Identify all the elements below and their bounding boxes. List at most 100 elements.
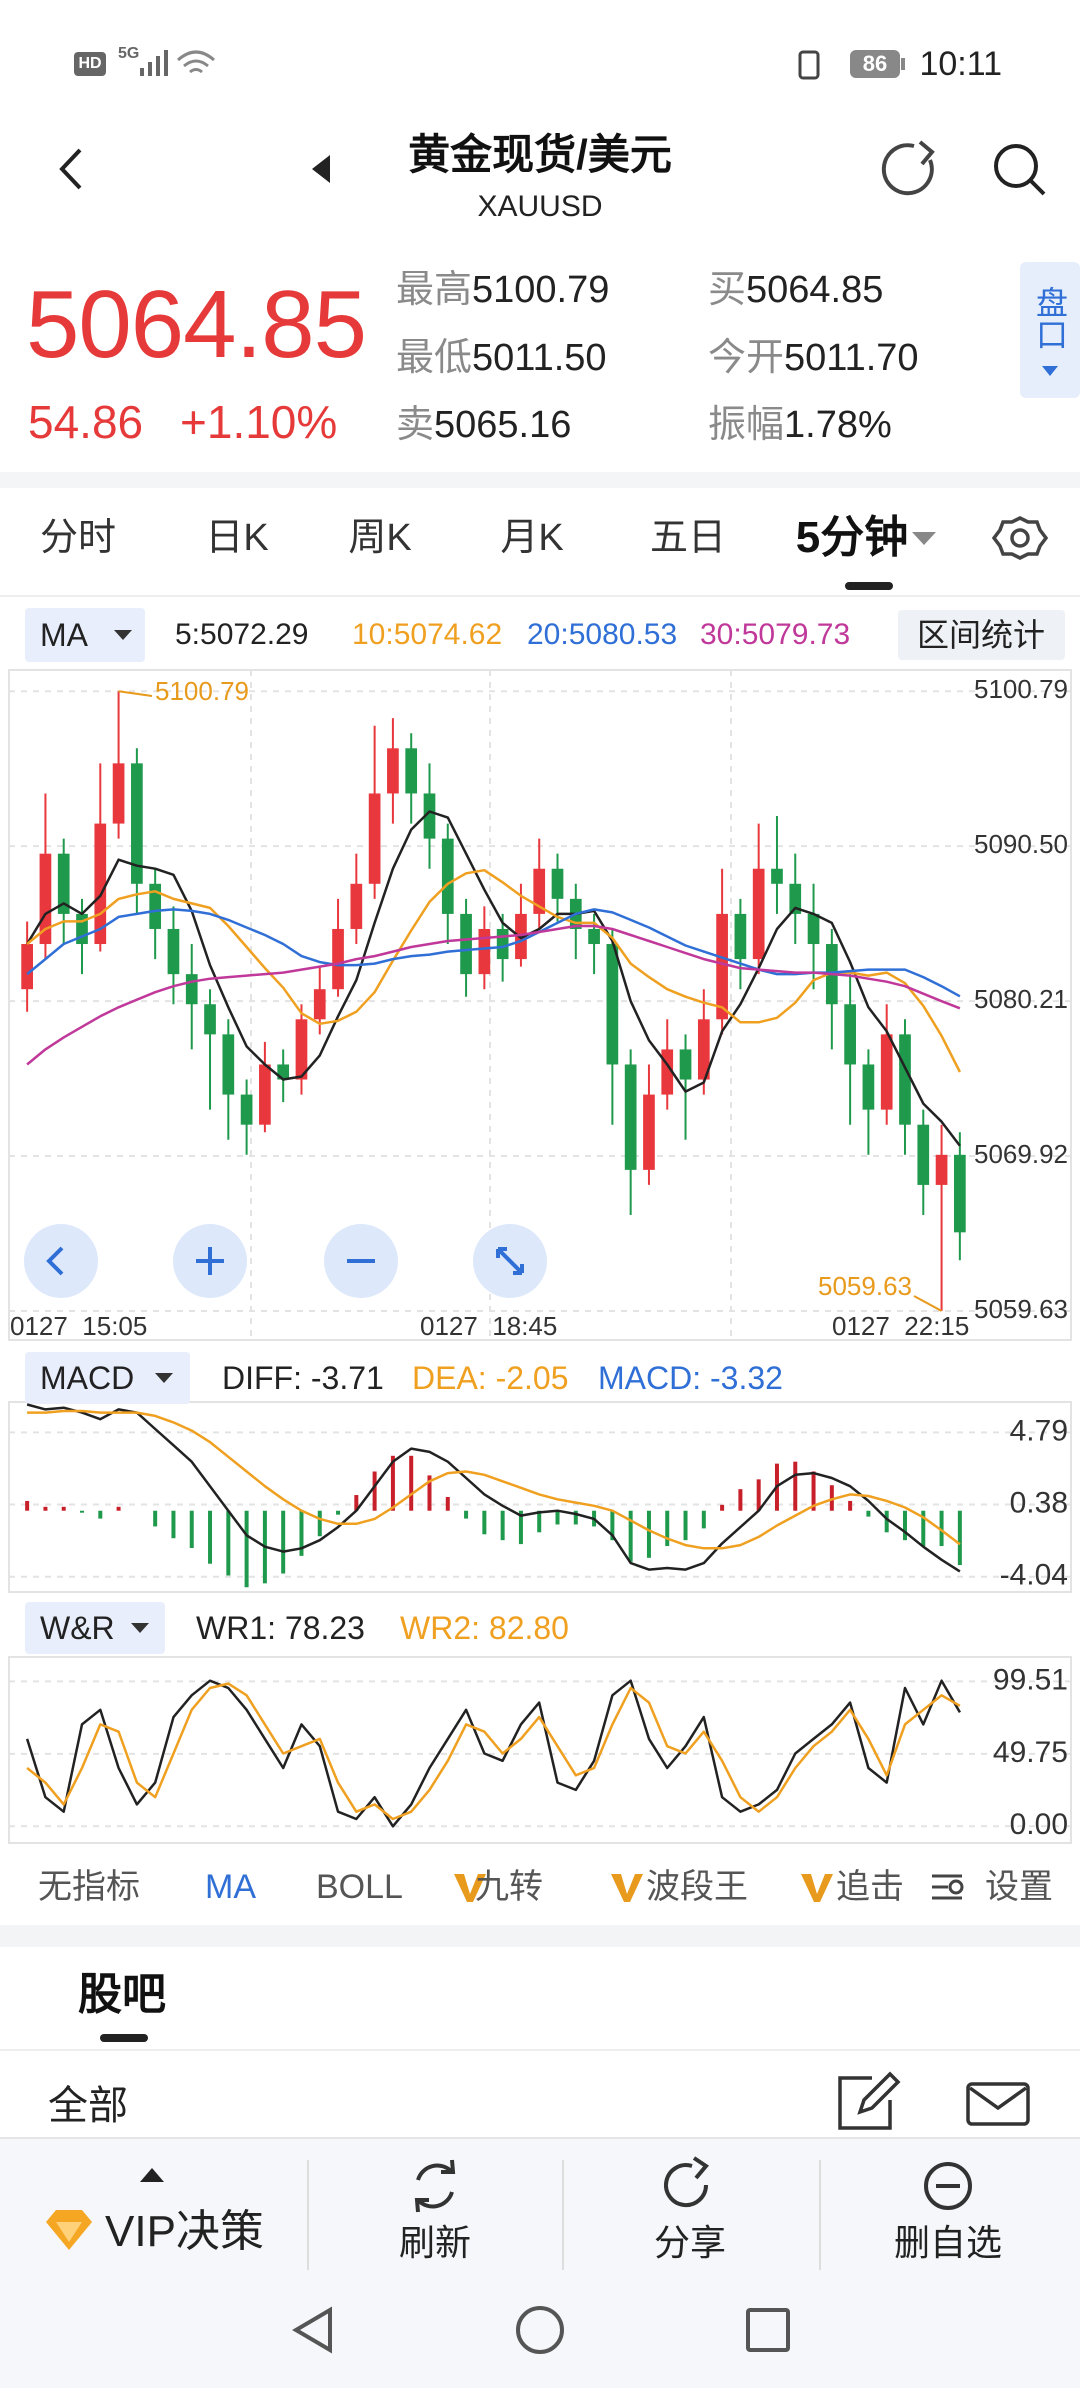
macd-bar: [482, 1510, 487, 1535]
candle-body: [533, 868, 546, 914]
remove-icon[interactable]: [924, 2162, 972, 2210]
period-tab[interactable]: 五日: [649, 517, 727, 559]
stat-label: 最高: [396, 269, 473, 311]
indicator-selector[interactable]: W&R: [40, 1610, 115, 1646]
scroll-left-button[interactable]: [24, 1224, 98, 1298]
zoom-out-button[interactable]: [324, 1224, 398, 1298]
macd-bar: [409, 1455, 414, 1511]
macd-bar: [427, 1475, 432, 1511]
candle-body: [167, 928, 180, 975]
ma-value: 5:5072.29: [175, 618, 309, 651]
indicator-tab[interactable]: 无指标: [38, 1868, 140, 1906]
period-tab[interactable]: 月K: [500, 517, 564, 559]
mail-icon[interactable]: [966, 2082, 1030, 2126]
candle-body: [661, 1049, 674, 1095]
candle-body: [478, 928, 491, 975]
candle-body: [789, 883, 802, 914]
forum-filter[interactable]: 全部: [48, 2084, 128, 2128]
macd-bar: [683, 1510, 688, 1541]
candle-body: [460, 913, 472, 975]
forum-underline: [100, 2034, 148, 2042]
stat-value: 5065.16: [434, 404, 572, 446]
candle-body: [917, 1124, 930, 1185]
y-tick-label: 5090.50: [974, 829, 1068, 859]
fullscreen-button[interactable]: [473, 1224, 547, 1298]
refresh-icon[interactable]: [881, 140, 935, 196]
separator: [0, 472, 1080, 488]
macd-bar: [665, 1510, 670, 1547]
macd-selector-bg[interactable]: [25, 1352, 190, 1404]
indicator-tab[interactable]: MA: [205, 1868, 256, 1906]
ma-selector[interactable]: MA: [40, 617, 88, 653]
depth-button[interactable]: 盘口: [1032, 286, 1068, 350]
bottom-action[interactable]: VIP决策: [105, 2207, 264, 2256]
active-tab-underline: [845, 582, 893, 590]
time-grid: [250, 670, 732, 1340]
prev-symbol[interactable]: [312, 155, 330, 183]
period-tab[interactable]: 周K: [348, 517, 412, 559]
macd-bar: [811, 1471, 816, 1511]
line: [26, 1682, 961, 1821]
network-label: 5G: [118, 45, 140, 62]
period-tab[interactable]: 日K: [205, 517, 269, 559]
settings-icon[interactable]: [991, 516, 1049, 560]
title: 黄金现货/美元: [408, 131, 672, 178]
candle-body: [643, 1094, 655, 1170]
macd-bar: [573, 1510, 578, 1525]
battery-tip: [901, 58, 905, 70]
range-button[interactable]: 区间统计: [916, 617, 1046, 653]
macd-bar: [518, 1510, 523, 1545]
candle-body: [551, 868, 564, 899]
period-dropdown[interactable]: [912, 532, 936, 545]
candle-body: [441, 838, 454, 914]
bottom-action[interactable]: 删自选: [893, 2222, 1003, 2263]
candle-body: [405, 748, 418, 794]
candle-body: [588, 928, 600, 945]
period-tab[interactable]: 5分钟: [795, 513, 909, 562]
signal-icon: [140, 50, 168, 76]
candle-body: [880, 1034, 893, 1110]
bottom-bar: [0, 2138, 1080, 2388]
nav-home[interactable]: [516, 2306, 564, 2354]
period-tab[interactable]: 分时: [39, 517, 117, 559]
wr-selector-bg[interactable]: [25, 1602, 165, 1654]
macd-bar: [153, 1510, 158, 1527]
zoom-in-button[interactable]: [173, 1224, 247, 1298]
ma-selector-bg[interactable]: [25, 608, 145, 662]
nav-back[interactable]: [292, 2306, 332, 2354]
candle-body: [76, 913, 88, 945]
macd-bar: [208, 1510, 213, 1564]
indicator-tab[interactable]: 九转: [475, 1868, 543, 1906]
macd-frame: [8, 1401, 1072, 1593]
candle-body: [259, 1064, 271, 1125]
nav-recents[interactable]: [746, 2308, 790, 2352]
indicator-tab[interactable]: 波段王: [646, 1868, 748, 1906]
back-button[interactable]: [59, 148, 82, 190]
range-button-bg[interactable]: [898, 610, 1065, 660]
expand-arrow[interactable]: [140, 2168, 164, 2182]
share-icon[interactable]: [664, 2156, 709, 2208]
macd-bar: [390, 1455, 395, 1511]
refresh-action-icon[interactable]: [414, 2159, 456, 2213]
macd-bar: [226, 1510, 231, 1576]
search-icon[interactable]: [994, 144, 1046, 196]
bar-dividers: [307, 2160, 821, 2270]
indicator-tab[interactable]: 追击: [836, 1868, 904, 1906]
bottom-action[interactable]: 刷新: [398, 2222, 472, 2263]
depth-button-bg[interactable]: [1020, 262, 1080, 398]
line: [26, 868, 962, 1073]
y-tick-label: 5059.63: [974, 1294, 1068, 1324]
candle-body: [313, 989, 326, 1020]
edit-icon[interactable]: [838, 2071, 901, 2130]
indicator-settings-icon[interactable]: [920, 1862, 980, 1914]
candle-body: [899, 1034, 911, 1125]
bottom-action[interactable]: 分享: [653, 2222, 727, 2263]
indicator-selector[interactable]: MACD: [40, 1360, 135, 1396]
candle-body: [350, 883, 363, 929]
indicator-tab[interactable]: BOLL: [316, 1868, 403, 1906]
forum-title[interactable]: 股吧: [78, 1970, 166, 2019]
macd-bar: [80, 1510, 85, 1513]
indicator-settings[interactable]: 设置: [985, 1868, 1053, 1906]
legend-entry: DIFF: -3.71: [222, 1360, 384, 1396]
